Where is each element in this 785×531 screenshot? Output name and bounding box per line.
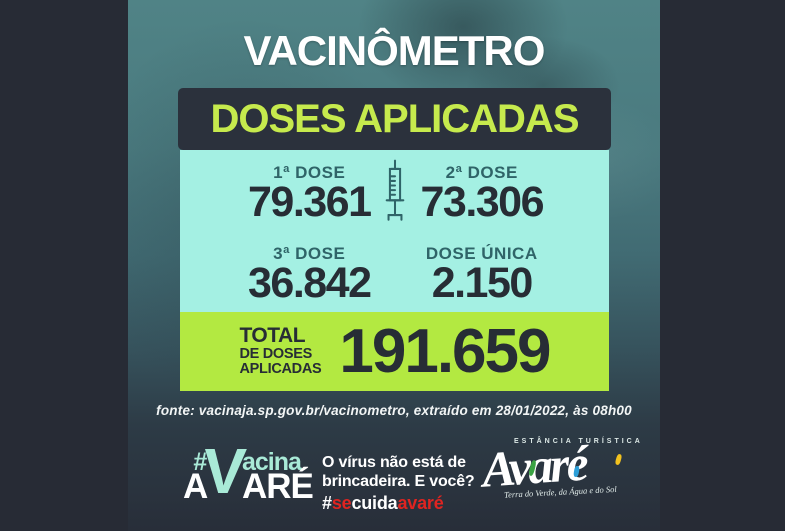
dose-3-value: 36.842 — [247, 259, 372, 308]
dose-row-2: 3ª DOSE 36.842 DOSE ÚNICA 2.150 — [180, 231, 609, 379]
dose-1-cell: 1ª DOSE 79.361 — [202, 150, 417, 231]
dose-unique-cell: DOSE ÚNICA 2.150 — [375, 231, 590, 312]
tag-cuida: cuida — [351, 492, 398, 513]
slogan-line-2: brincadeira. E você? — [322, 472, 475, 490]
vacina-avare-logo: # A V acina ARÉ — [183, 435, 314, 507]
dose-unique-label: DOSE ÚNICA — [425, 244, 538, 264]
avare-a-letter: A — [183, 467, 208, 506]
slogan-line-1: O vírus não está de — [322, 454, 466, 471]
total-label-line3: APLICADAS — [239, 361, 322, 377]
dose-1-value: 79.361 — [247, 178, 372, 227]
secuidaavare-hashtag: #secuidaavaré — [322, 493, 475, 514]
vacina-avare-logo-left-column: # A — [183, 448, 208, 506]
total-value: 191.659 — [339, 316, 551, 386]
total-panel: TOTAL DE DOSES APLICADAS 191.659 — [180, 312, 609, 391]
slogan-block: O vírus não está de brincadeira. E você?… — [322, 454, 475, 514]
total-label: TOTAL DE DOSES APLICADAS — [239, 325, 321, 379]
total-label-line2: DE DOSES — [239, 345, 313, 362]
city-of-avare-logo: ESTÂNCIA TURÍSTICA Avaré Terra do Verde,… — [478, 435, 648, 500]
dose-2-cell: 2ª DOSE 73.306 — [375, 150, 590, 231]
dose-3-label: 3ª DOSE — [273, 244, 346, 264]
page-title: VACINÔMETRO — [243, 27, 546, 74]
poster-canvas: VACINÔMETRO DOSES APLICADAS 1ª DOSE 79.3… — [128, 0, 660, 531]
source-citation: fonte: vacinaja.sp.gov.br/vacinometro, e… — [156, 403, 632, 418]
avare-word-bottom: ARÉ — [241, 467, 314, 506]
dose-2-label: 2ª DOSE — [445, 163, 518, 183]
dose-1-label: 1ª DOSE — [273, 163, 346, 183]
dose-unique-value: 2.150 — [431, 259, 534, 308]
doses-header-label: DOSES APLICADAS — [210, 96, 579, 141]
vacina-big-v: V — [200, 435, 249, 507]
vacina-word-top: acina — [241, 448, 302, 476]
dose-3-cell: 3ª DOSE 36.842 — [202, 231, 417, 312]
total-label-line1: TOTAL — [239, 323, 306, 347]
estancia-turistica-label: ESTÂNCIA TURÍSTICA — [514, 438, 643, 445]
doses-header-banner: DOSES APLICADAS — [178, 88, 611, 150]
tag-se: se — [331, 492, 352, 513]
dose-row-1: 1ª DOSE 79.361 2ª DOSE 73.306 — [180, 150, 609, 231]
hashtag-glyph: # — [193, 448, 208, 476]
syringe-icon — [383, 157, 407, 232]
dose-2-value: 73.306 — [420, 178, 544, 227]
hashtag-glyph: # — [322, 492, 332, 513]
tag-avare: avaré — [397, 492, 444, 513]
doses-panel: 1ª DOSE 79.361 2ª DOSE 73.306 — [180, 150, 609, 379]
vacina-avare-logo-right-column: acina ARÉ — [241, 448, 314, 506]
